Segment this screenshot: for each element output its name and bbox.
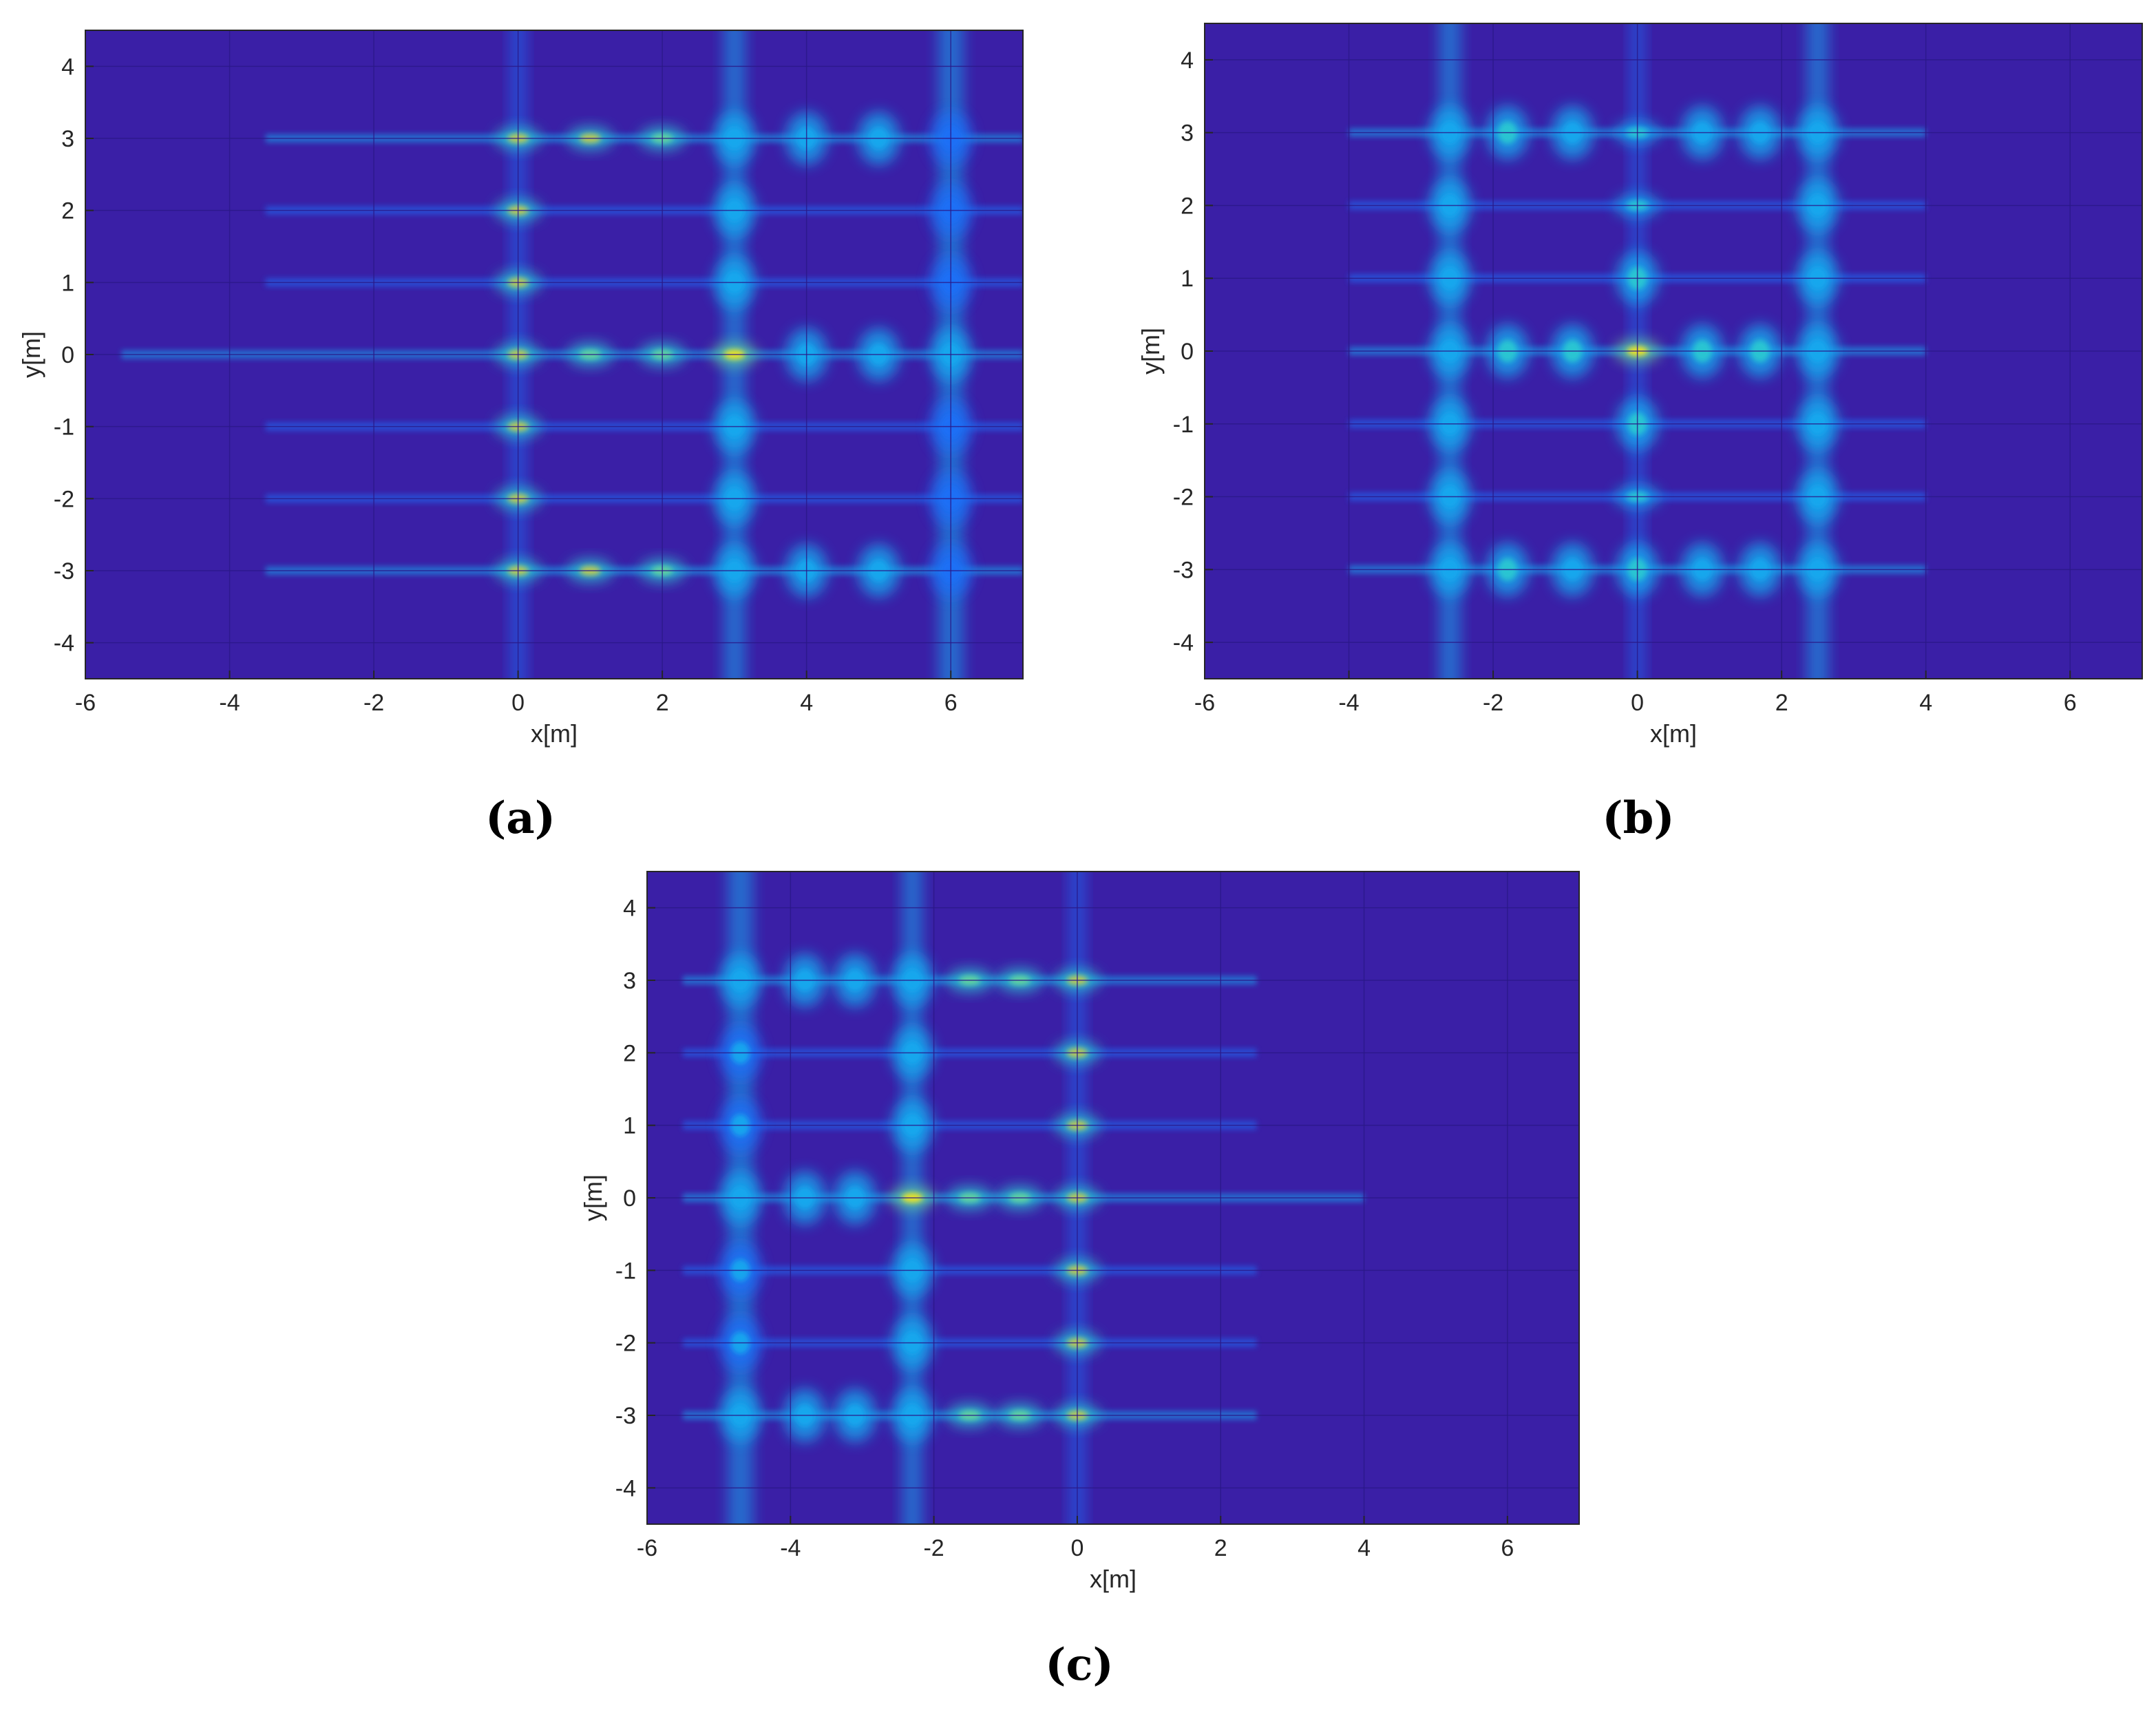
chart-panel-3: -6 -4 -2 0 2 4 6 4 3 2 1 0 -1 -2 -3 -4 x[m] y[m] (c) xyxy=(579,871,1580,1691)
y-tick-label: 2 xyxy=(623,1040,636,1066)
y-tick-label: 1 xyxy=(1181,266,1194,292)
x-axis-label: x[m] xyxy=(1650,719,1697,748)
y-tick-label: -4 xyxy=(615,1475,636,1501)
y-axis-label: y[m] xyxy=(17,331,45,378)
x-tick-label: -2 xyxy=(923,1535,944,1561)
panel-label: (a) xyxy=(485,792,556,844)
x-tick-label: -6 xyxy=(637,1535,657,1561)
y-tick-label: -4 xyxy=(1173,630,1194,656)
panel-label: (c) xyxy=(1045,1639,1114,1691)
x-tick-label: 4 xyxy=(800,690,813,716)
y-tick-label: -3 xyxy=(54,558,74,584)
x-tick-label: -2 xyxy=(363,690,384,716)
y-tick-label: 0 xyxy=(1181,339,1194,365)
y-tick-label: -4 xyxy=(54,631,74,657)
y-axis-label: y[m] xyxy=(579,1174,607,1221)
y-tick-label: 3 xyxy=(1181,120,1194,147)
y-tick-label: -3 xyxy=(1173,557,1194,583)
x-tick-label: 6 xyxy=(944,690,958,716)
y-axis-label: y[m] xyxy=(1137,328,1165,374)
x-axis-label: x[m] xyxy=(1090,1565,1137,1593)
y-tick-label: 2 xyxy=(1181,193,1194,219)
x-tick-label: 2 xyxy=(656,690,669,716)
grid-lines xyxy=(1204,23,2142,679)
x-tick-label: 4 xyxy=(1919,690,1932,716)
x-tick-label: 2 xyxy=(1214,1535,1227,1561)
x-tick-label: 6 xyxy=(2064,690,2077,716)
x-tick-label: -6 xyxy=(75,690,96,716)
x-tick-label: 6 xyxy=(1501,1535,1514,1561)
y-tick-label: -2 xyxy=(615,1331,636,1357)
y-tick-label: 4 xyxy=(61,54,74,80)
panel-label: (b) xyxy=(1602,792,1674,844)
grid-lines xyxy=(646,872,1579,1524)
y-tick-label: 2 xyxy=(61,198,74,224)
y-tick-label: -1 xyxy=(1173,412,1194,438)
x-tick-label: 0 xyxy=(1631,690,1644,716)
y-tick-label: 1 xyxy=(61,270,74,296)
x-axis-label: x[m] xyxy=(531,719,578,748)
chart-panel-2: -6 -4 -2 0 2 4 6 4 3 2 1 0 -1 -2 -3 -4 x[m] y[m] (b) xyxy=(1137,23,2143,844)
x-tick-label: -4 xyxy=(780,1535,801,1561)
y-tick-label: 4 xyxy=(623,896,636,922)
y-tick-label: 3 xyxy=(623,968,636,994)
y-tick-label: 3 xyxy=(61,126,74,152)
x-tick-label: -6 xyxy=(1194,690,1215,716)
x-tick-label: -4 xyxy=(219,690,240,716)
y-tick-label: -2 xyxy=(1173,485,1194,511)
y-tick-label: -1 xyxy=(615,1258,636,1284)
x-tick-label: -4 xyxy=(1338,690,1359,716)
y-tick-label: -2 xyxy=(54,486,74,512)
y-tick-label: -1 xyxy=(54,414,74,441)
y-tick-label: 0 xyxy=(623,1185,636,1212)
x-tick-label: 4 xyxy=(1357,1535,1371,1561)
x-tick-label: 2 xyxy=(1775,690,1788,716)
y-tick-label: 4 xyxy=(1181,48,1194,74)
chart-panel-1: -6 -4 -2 0 2 4 6 4 3 2 1 0 -1 -2 -3 -4 x[m] y[m] (a) xyxy=(17,30,1024,844)
x-tick-label: 0 xyxy=(1070,1535,1084,1561)
y-tick-label: 0 xyxy=(61,342,74,368)
y-tick-label: -3 xyxy=(615,1403,636,1429)
y-tick-label: 1 xyxy=(623,1113,636,1139)
x-tick-label: -2 xyxy=(1483,690,1503,716)
x-tick-label: 0 xyxy=(511,690,525,716)
